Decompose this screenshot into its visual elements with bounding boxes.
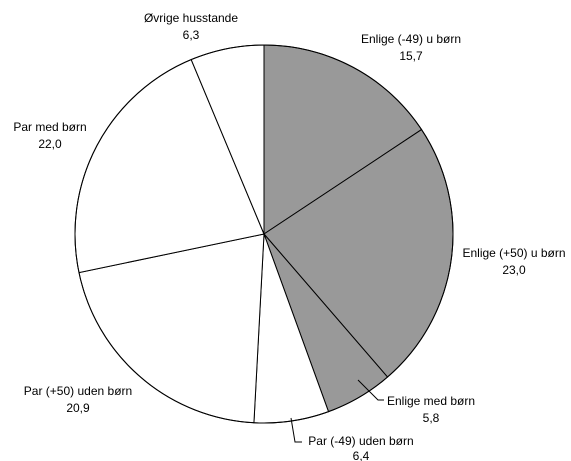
slice-label-enlige-49-u-born: Enlige (-49) u børn 15,7 — [361, 32, 461, 63]
slice-label-value: 20,9 — [66, 401, 90, 415]
slice-label-enlige-med-born: Enlige med børn 5,8 — [387, 394, 475, 425]
slice-label-value: 15,7 — [399, 49, 423, 63]
slice-label-name: Par (+50) uden børn — [24, 384, 132, 398]
slice-label-name: Par (-49) uden børn — [308, 434, 413, 448]
pie-outline — [74, 44, 454, 424]
slice-label-value: 6,3 — [183, 28, 200, 42]
slice-label-par-50-uden-born: Par (+50) uden børn 20,9 — [24, 384, 132, 415]
slice-label-value: 6,4 — [353, 449, 370, 461]
slice-label-enlige-50-u-born: Enlige (+50) u børn 23,0 — [462, 246, 565, 277]
leader-line-par-49-uden-born — [290, 417, 302, 443]
slice-label-name: Enlige (-49) u børn — [361, 32, 461, 46]
slice-label-value: 5,8 — [423, 411, 440, 425]
slice-label-par-49-uden-born: Par (-49) uden børn 6,4 — [308, 434, 413, 461]
slice-label-ovrige-husstande: Øvrige husstande 6,3 — [144, 11, 238, 42]
pie-slices — [74, 44, 454, 424]
slice-label-name: Enlige (+50) u børn — [462, 246, 565, 260]
slice-label-name: Par med børn — [13, 120, 86, 134]
slice-label-par-med-born: Par med børn 22,0 — [13, 120, 86, 151]
leader-line-enlige-med-born — [357, 379, 384, 401]
slice-label-value: 23,0 — [502, 263, 526, 277]
slice-label-name: Øvrige husstande — [144, 11, 238, 25]
leader-lines — [290, 379, 384, 443]
slice-label-name: Enlige med børn — [387, 394, 475, 408]
slice-label-value: 22,0 — [38, 137, 62, 151]
